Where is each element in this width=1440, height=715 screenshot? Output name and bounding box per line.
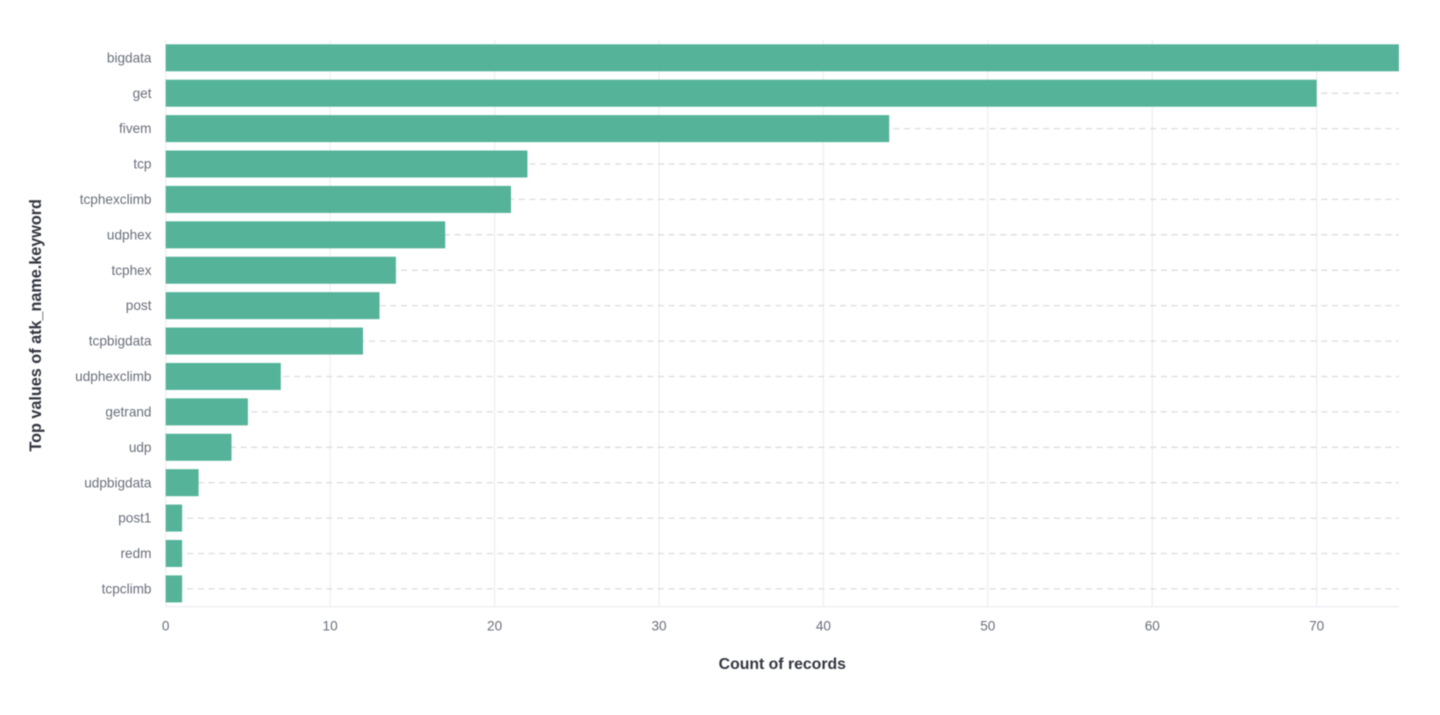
svg-text:tcp: tcp (133, 157, 151, 172)
svg-text:bigdata: bigdata (107, 50, 152, 65)
svg-text:post1: post1 (118, 511, 151, 526)
svg-text:Count of records: Count of records (719, 656, 846, 673)
svg-text:tcpclimb: tcpclimb (102, 582, 152, 597)
svg-text:udphex: udphex (107, 227, 152, 242)
svg-text:0: 0 (162, 618, 170, 633)
svg-text:post: post (126, 298, 152, 313)
svg-text:fivem: fivem (119, 121, 151, 136)
svg-text:40: 40 (816, 618, 832, 633)
svg-text:Top values of atk_name.keyword: Top values of atk_name.keyword (27, 199, 45, 452)
svg-text:20: 20 (487, 618, 503, 633)
svg-text:tcpbigdata: tcpbigdata (89, 334, 152, 349)
svg-text:30: 30 (651, 618, 667, 633)
svg-text:udpbigdata: udpbigdata (84, 475, 152, 490)
svg-text:get: get (133, 86, 152, 101)
svg-text:50: 50 (980, 618, 996, 633)
svg-text:redm: redm (121, 546, 152, 561)
svg-text:getrand: getrand (105, 405, 151, 420)
svg-text:tcphex: tcphex (111, 263, 151, 278)
svg-text:udp: udp (129, 440, 152, 455)
svg-text:tcphexclimb: tcphexclimb (80, 192, 152, 207)
svg-text:60: 60 (1145, 618, 1161, 633)
svg-text:udphexclimb: udphexclimb (75, 369, 151, 384)
svg-text:10: 10 (323, 618, 339, 633)
svg-text:70: 70 (1309, 618, 1325, 633)
